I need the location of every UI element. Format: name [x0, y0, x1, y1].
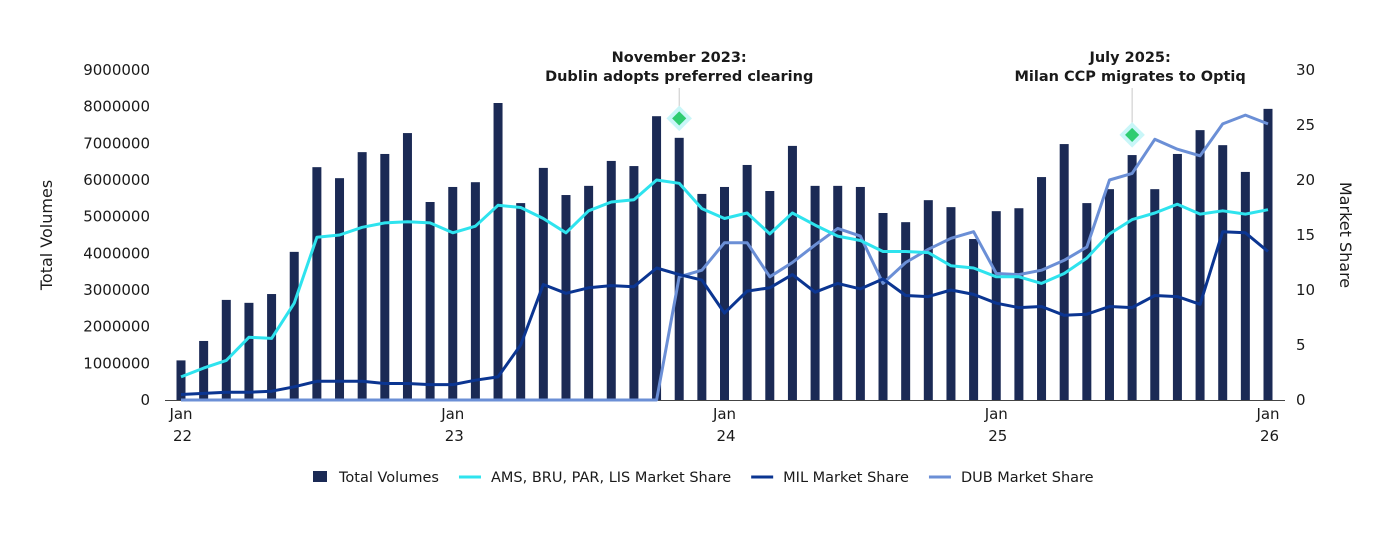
y-left-tick-label: 7000000: [83, 134, 150, 152]
bar-total-volumes: [1037, 177, 1047, 400]
bar-total-volumes: [448, 186, 458, 400]
bar-total-volumes: [833, 185, 843, 400]
y-left-tick-label: 1000000: [83, 354, 150, 372]
y-left-tick-label: 2000000: [83, 318, 150, 336]
bar-total-volumes: [1082, 203, 1092, 400]
bar-total-volumes: [335, 178, 345, 400]
bar-total-volumes: [1263, 108, 1273, 400]
annotation-label: July 2025:: [1088, 50, 1170, 66]
bar-total-volumes: [267, 294, 277, 400]
y-right-tick-label: 20: [1296, 171, 1315, 189]
x-tick-label: 25: [988, 427, 1007, 445]
bar-total-volumes: [742, 164, 752, 400]
bar-total-volumes: [221, 299, 231, 400]
y-right-tick-label: 0: [1296, 391, 1306, 409]
x-tick-label: 23: [445, 427, 464, 445]
bar-total-volumes: [584, 185, 594, 400]
bar-total-volumes: [312, 167, 322, 400]
bar-total-volumes: [493, 103, 503, 400]
bar-total-volumes: [1172, 153, 1182, 400]
x-tick-label: Jan: [440, 405, 464, 423]
x-tick-label: 22: [173, 427, 192, 445]
bar-total-volumes: [380, 153, 390, 400]
bar-total-volumes: [1014, 208, 1024, 400]
legend-item-label: MIL Market Share: [783, 470, 909, 486]
annotation-label: November 2023:: [612, 50, 747, 66]
y-left-tick-label: 5000000: [83, 208, 150, 226]
bar-total-volumes: [1195, 130, 1205, 400]
annotation-label: Milan CCP migrates to Optiq: [1015, 69, 1246, 85]
x-tick-label: 24: [717, 427, 736, 445]
bar-total-volumes: [425, 202, 435, 400]
y-right-tick-label: 5: [1296, 336, 1306, 354]
x-tick-label: Jan: [712, 405, 736, 423]
annotation-label: Dublin adopts preferred clearing: [545, 69, 813, 85]
bar-total-volumes: [606, 160, 616, 400]
y-left-tick-label: 4000000: [83, 244, 150, 262]
x-tick-label: Jan: [984, 405, 1008, 423]
legend-item-label: DUB Market Share: [961, 470, 1094, 486]
bar-total-volumes: [652, 116, 662, 400]
bar-total-volumes: [697, 193, 707, 400]
y-left-tick-label: 9000000: [83, 61, 150, 79]
bar-total-volumes: [1218, 145, 1228, 400]
bar-total-volumes: [969, 239, 979, 400]
bar-total-volumes: [1240, 171, 1250, 400]
y-right-tick-label: 25: [1296, 116, 1315, 134]
annotation-marker-icon: [672, 111, 687, 126]
bar-total-volumes: [720, 186, 729, 400]
bar-total-volumes: [561, 195, 571, 400]
y-left-tick-label: 8000000: [83, 98, 150, 116]
legend-item-label: AMS, BRU, PAR, LIS Market Share: [491, 470, 731, 486]
bar-total-volumes: [470, 182, 480, 400]
bar-total-volumes: [516, 203, 526, 400]
bar-total-volumes: [878, 213, 888, 400]
bar-total-volumes: [787, 145, 797, 400]
bar-total-volumes: [901, 222, 911, 400]
x-tick-label: Jan: [168, 405, 192, 423]
y-left-tick-label: 6000000: [83, 171, 150, 189]
y-left-tick-label: 3000000: [83, 281, 150, 299]
bar-total-volumes: [1104, 189, 1114, 400]
y-left-axis-title: Total Volumes: [37, 180, 56, 291]
bar-total-volumes: [244, 302, 254, 400]
line-ams-bru-par-lis-market-share: [180, 178, 1269, 379]
y-right-tick-label: 10: [1296, 281, 1315, 299]
bar-total-volumes: [176, 360, 186, 400]
legend-swatch-bar: [313, 471, 327, 482]
y-left-tick-label: 0: [140, 391, 150, 409]
x-tick-label: 26: [1260, 427, 1279, 445]
y-right-tick-label: 30: [1296, 61, 1315, 79]
bar-total-volumes: [629, 166, 639, 400]
bar-total-volumes: [402, 133, 412, 401]
line-mil-market-share: [180, 230, 1269, 396]
x-tick-label: Jan: [1255, 405, 1279, 423]
legend-item-label: Total Volumes: [338, 470, 439, 486]
bar-total-volumes: [357, 152, 367, 400]
bar-total-volumes: [765, 191, 775, 400]
bar-total-volumes: [199, 340, 209, 400]
bar-total-volumes: [289, 251, 299, 400]
y-right-tick-label: 15: [1296, 226, 1315, 244]
bar-total-volumes: [923, 200, 933, 400]
line-dub-market-share: [181, 113, 1269, 402]
bar-total-volumes: [674, 137, 684, 401]
bar-total-volumes: [946, 207, 956, 400]
bar-total-volumes: [991, 211, 1001, 400]
bar-total-volumes: [1127, 155, 1137, 400]
y-right-axis-title: Market Share: [1336, 182, 1355, 288]
bar-total-volumes: [855, 186, 865, 400]
annotation-marker-icon: [1125, 127, 1140, 142]
